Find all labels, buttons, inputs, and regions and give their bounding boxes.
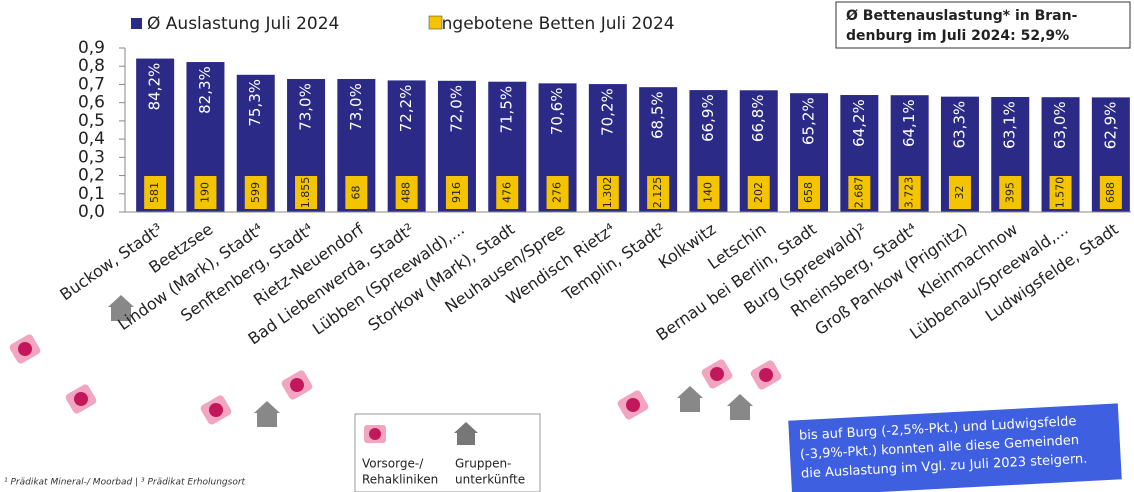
clinic-icon xyxy=(200,395,232,425)
y-tick-label: 0,6 xyxy=(78,93,105,113)
house-icon xyxy=(254,401,280,427)
beds-badge xyxy=(697,176,720,209)
beds-label: 916 xyxy=(450,182,463,203)
value-label: 66,9% xyxy=(699,94,717,142)
beds-label: 488 xyxy=(400,182,413,203)
beds-badge xyxy=(948,176,971,209)
beds-badge xyxy=(244,176,267,209)
y-tick-label: 0,0 xyxy=(78,202,105,222)
beds-badge xyxy=(395,176,418,209)
beds-label: 190 xyxy=(198,182,211,203)
beds-badge xyxy=(1049,176,1072,209)
value-label: 84,2% xyxy=(146,63,164,111)
beds-badge xyxy=(496,176,519,209)
beds-badge xyxy=(596,176,619,209)
beds-label: 68 xyxy=(349,186,362,200)
value-label: 63,3% xyxy=(950,101,968,149)
value-label: 70,2% xyxy=(598,88,616,136)
value-label: 66,8% xyxy=(749,94,767,142)
value-label: 73,0% xyxy=(347,83,365,131)
y-tick-label: 0,8 xyxy=(78,56,105,76)
beds-label: 276 xyxy=(551,182,564,203)
beds-label: 658 xyxy=(802,182,815,203)
house-icon xyxy=(454,422,478,445)
value-label: 72,0% xyxy=(447,85,465,133)
y-tick-label: 0,9 xyxy=(78,38,105,58)
beds-label: 140 xyxy=(701,182,714,203)
beds-label: 1.855 xyxy=(299,177,312,209)
beds-badge xyxy=(798,176,821,209)
y-tick-label: 0,7 xyxy=(78,74,105,94)
beds-label: 202 xyxy=(752,182,765,203)
icon-legend-label: Rehakliniken xyxy=(362,473,438,487)
icon-legend-label: unterkünfte xyxy=(455,473,525,487)
icon-legend-box xyxy=(354,413,541,492)
beds-badge xyxy=(1099,176,1122,209)
legend-label: Ø Auslastung Juli 2024 xyxy=(147,14,339,34)
value-label: 63,0% xyxy=(1051,101,1069,149)
value-label: 73,0% xyxy=(297,83,315,131)
value-label: 68,5% xyxy=(649,91,667,139)
legend-swatch xyxy=(131,18,142,29)
value-label: 71,5% xyxy=(498,86,516,134)
annotation: denburg im Juli 2024: 52,9% xyxy=(846,28,1069,44)
value-label: 82,3% xyxy=(196,66,214,114)
y-tick-label: 0,1 xyxy=(78,184,105,204)
clinic-icon xyxy=(364,425,386,443)
beds-label: 3.723 xyxy=(903,177,916,209)
legend-swatch xyxy=(428,15,443,30)
beds-label: 599 xyxy=(249,182,262,203)
value-label: 70,6% xyxy=(548,88,566,136)
beds-label: 688 xyxy=(1104,182,1117,203)
beds-badge xyxy=(848,176,871,209)
beds-badge xyxy=(194,176,217,209)
icon-legend-label: Gruppen- xyxy=(455,457,511,471)
beds-label: 1.302 xyxy=(601,177,614,209)
beds-label: 395 xyxy=(1003,182,1016,203)
beds-badge xyxy=(546,176,569,209)
y-tick-label: 0,3 xyxy=(78,147,105,167)
icon-legend-label: Vorsorge-/ xyxy=(362,457,424,471)
clinic-icon xyxy=(281,370,313,400)
clinic-icon xyxy=(9,334,41,364)
beds-badge xyxy=(445,176,468,209)
note-box xyxy=(788,403,1122,492)
value-label: 62,9% xyxy=(1101,102,1119,150)
y-tick-label: 0,5 xyxy=(78,111,105,131)
annotation-box xyxy=(835,1,1131,49)
beds-badge xyxy=(345,176,368,209)
legend-label: Angebotene Betten Juli 2024 xyxy=(430,14,675,34)
beds-label: 32 xyxy=(953,186,966,200)
beds-badge xyxy=(999,176,1022,209)
beds-badge xyxy=(295,176,318,209)
clinic-icon xyxy=(701,359,733,389)
clinic-icon xyxy=(65,384,97,414)
clinic-icon xyxy=(750,360,782,390)
beds-badge xyxy=(747,176,770,209)
value-label: 65,2% xyxy=(800,97,818,145)
value-label: 64,2% xyxy=(850,99,868,147)
footnote: ¹ Prädikat Mineral-/ Moorbad | ³ Prädika… xyxy=(4,478,246,488)
beds-badge xyxy=(898,176,921,209)
beds-badge xyxy=(144,176,167,209)
beds-label: 2.125 xyxy=(651,177,664,209)
beds-label: 581 xyxy=(148,182,161,203)
value-label: 75,3% xyxy=(246,79,264,127)
value-label: 64,1% xyxy=(900,99,918,147)
note: bis auf Burg (-2,5%-Pkt.) und Ludwigsfel… xyxy=(788,403,1122,492)
annotation: Ø Bettenauslastung* in Bran- xyxy=(846,8,1078,24)
y-tick-label: 0,4 xyxy=(78,129,105,149)
house-icon xyxy=(727,394,753,420)
value-label: 63,1% xyxy=(1001,101,1019,149)
clinic-icon xyxy=(617,390,649,420)
beds-label: 1.570 xyxy=(1054,177,1067,209)
value-label: 72,2% xyxy=(397,85,415,133)
beds-label: 476 xyxy=(500,182,513,203)
beds-label: 2.687 xyxy=(852,177,865,209)
house-icon xyxy=(677,386,703,412)
y-tick-label: 0,2 xyxy=(78,166,105,186)
house-icon xyxy=(108,295,134,321)
beds-badge xyxy=(647,176,670,209)
